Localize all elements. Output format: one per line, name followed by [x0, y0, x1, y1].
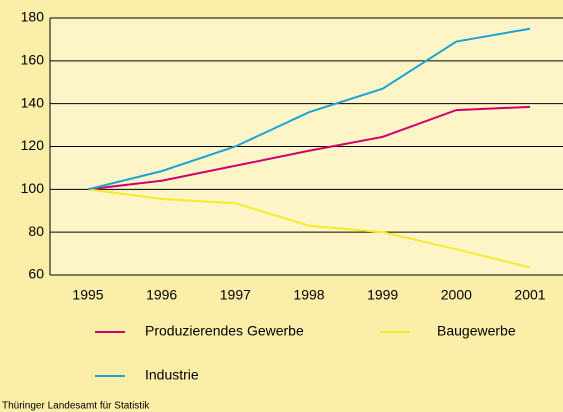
series-line — [87, 27, 531, 191]
y-tick-label: 120 — [21, 137, 45, 153]
x-tick-label: 1996 — [146, 287, 177, 303]
y-tick-label: 80 — [28, 223, 44, 239]
y-tick-label: 140 — [21, 94, 45, 110]
x-tick-label: 1998 — [293, 287, 324, 303]
y-tick-label: 180 — [21, 9, 45, 25]
x-tick-label: 2000 — [441, 287, 472, 303]
y-tick-label: 160 — [21, 52, 45, 68]
x-tick-label: 1999 — [367, 287, 398, 303]
y-tick-label: 100 — [21, 180, 45, 196]
legend-label: Industrie — [145, 367, 199, 383]
legend-label: Produzierendes Gewerbe — [145, 323, 304, 339]
legend-label: Baugewerbe — [437, 323, 516, 339]
series-line — [87, 105, 531, 191]
y-tick-label: 60 — [28, 266, 44, 282]
x-tick-label: 1995 — [72, 287, 103, 303]
source: Thüringer Landesamt für Statistik — [2, 401, 150, 412]
x-tick-label: 1997 — [220, 287, 251, 303]
series-line — [87, 188, 531, 269]
x-tick-label: 2001 — [514, 287, 545, 303]
